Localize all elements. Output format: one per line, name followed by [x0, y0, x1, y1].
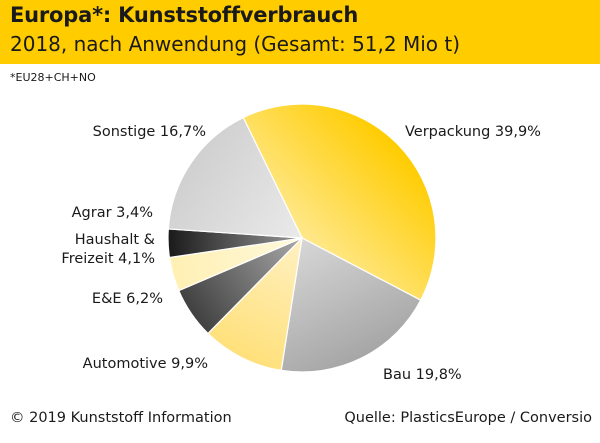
pie-slice-bau — [280, 237, 422, 373]
slice-label-automotive: Automotive 9,9% — [83, 356, 208, 372]
copyright-text: © 2019 Kunststoff Information — [10, 410, 232, 426]
pie-slice-sonstige — [167, 116, 303, 239]
slice-label-ee: E&E 6,2% — [92, 291, 163, 307]
footnote: *EU28+CH+NO — [10, 71, 96, 84]
source-text: Quelle: PlasticsEurope / Conversio — [344, 410, 592, 426]
chart-title: Europa*: Kunststoffverbrauch — [10, 3, 359, 27]
slice-label-sonstige: Sonstige 16,7% — [93, 124, 206, 140]
slice-label-haushalt-freizeit: Haushalt & Freizeit 4,1% — [61, 232, 155, 267]
slice-label-verpackung: Verpackung 39,9% — [405, 124, 541, 140]
pie-slice-verpackung — [242, 103, 437, 301]
slice-label-agrar: Agrar 3,4% — [72, 205, 153, 221]
chart-subtitle: 2018, nach Anwendung (Gesamt: 51,2 Mio t… — [10, 32, 461, 56]
pie-slice-automotive — [207, 236, 303, 372]
header-bar: Europa*: Kunststoffverbrauch 2018, nach … — [0, 0, 600, 64]
slice-label-bau: Bau 19,8% — [383, 367, 462, 383]
